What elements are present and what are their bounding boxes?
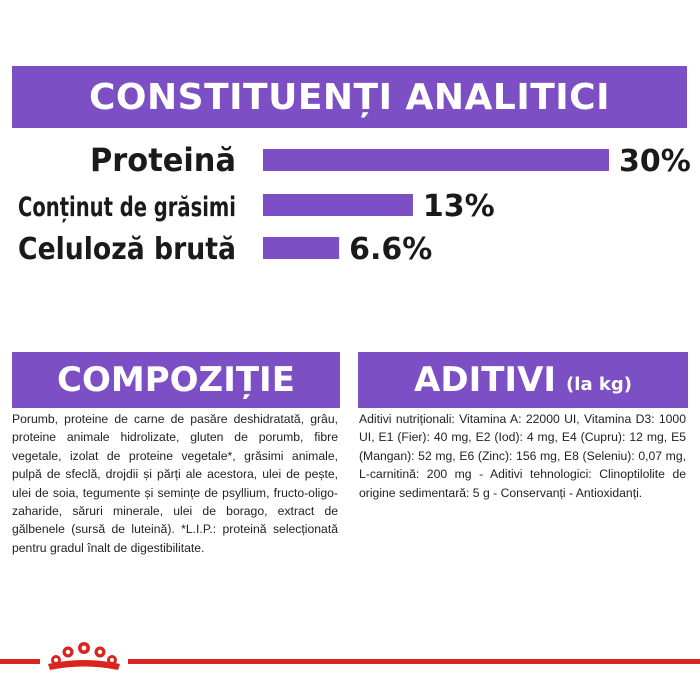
additives-title: ADITIVI — [414, 360, 557, 400]
additives-banner: ADITIVI (la kg) — [358, 352, 688, 408]
analytic-bar-chart: Proteină 30% Conținut de grăsimi 13% Celuloz… — [18, 141, 691, 267]
footer-red-line-left — [0, 659, 40, 664]
category-label: Celuloză brută — [18, 232, 236, 267]
footer-red-line — [128, 659, 700, 664]
bar — [263, 194, 413, 216]
composition-title: COMPOZIȚIE — [57, 360, 295, 400]
category-label: Conținut de grăsimi — [18, 192, 236, 223]
value-label: 6.6% — [349, 232, 432, 267]
bar — [263, 237, 340, 259]
value-label: 30% — [619, 144, 691, 179]
additives-text: Aditivi nutriționali: Vitamina A: 22000 … — [359, 412, 686, 500]
composition-banner: COMPOZIȚIE — [12, 352, 340, 408]
value-label: 13% — [423, 189, 495, 224]
royal-canin-crown-logo-icon — [48, 642, 120, 670]
composition-text: Porumb, proteine de carne de pasăre desh… — [12, 412, 338, 555]
analytic-constituents-banner: CONSTITUENȚI ANALITICI — [12, 66, 687, 128]
analytic-constituents-title: CONSTITUENȚI ANALITICI — [89, 76, 610, 118]
category-label: Proteină — [90, 141, 236, 179]
bar — [263, 149, 609, 171]
additives-unit: (la kg) — [566, 373, 632, 395]
